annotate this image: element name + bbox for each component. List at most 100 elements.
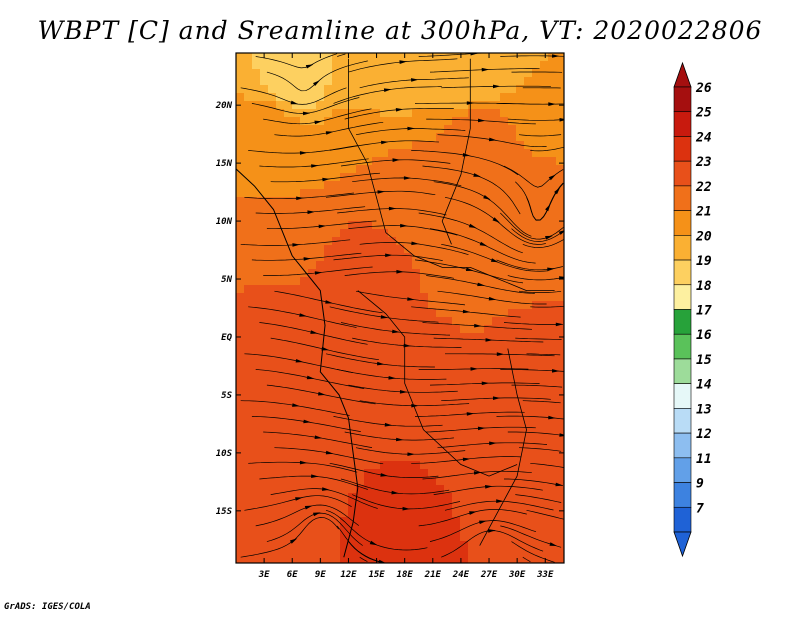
field-cell — [436, 237, 445, 246]
field-cell — [244, 277, 253, 286]
field-cell — [316, 373, 325, 382]
field-cell — [444, 109, 453, 118]
field-cell — [540, 493, 549, 502]
field-cell — [268, 125, 277, 134]
field-cell — [268, 277, 277, 286]
field-cell — [316, 469, 325, 478]
field-cell — [460, 549, 469, 558]
field-cell — [284, 501, 293, 510]
field-cell — [268, 477, 277, 486]
field-cell — [476, 125, 485, 134]
field-cell — [236, 525, 245, 534]
field-cell — [372, 181, 381, 190]
field-cell — [428, 261, 437, 270]
field-cell — [356, 509, 365, 518]
field-cell — [524, 557, 533, 563]
streamline-arrow — [392, 158, 401, 162]
field-cell — [244, 221, 253, 230]
field-cell — [316, 85, 325, 94]
field-cell — [460, 341, 469, 350]
field-cell — [484, 173, 493, 182]
field-cell — [284, 317, 293, 326]
field-cell — [500, 261, 509, 270]
field-cell — [292, 301, 301, 310]
field-cell — [500, 469, 509, 478]
field-cell — [476, 405, 485, 414]
field-cell — [316, 445, 325, 454]
field-cell — [460, 493, 469, 502]
y-tick-label: 10N — [216, 217, 233, 227]
field-cell — [356, 269, 365, 278]
field-cell — [452, 549, 461, 558]
field-cell — [276, 501, 285, 510]
field-cell — [292, 133, 301, 142]
field-cell — [524, 109, 533, 118]
field-cell — [492, 341, 501, 350]
y-tick-label: 5N — [221, 275, 232, 285]
field-cell — [436, 117, 445, 126]
field-cell — [436, 477, 445, 486]
streamline-arrow — [548, 102, 556, 106]
field-cell — [396, 413, 405, 422]
field-cell — [372, 213, 381, 222]
field-cell — [436, 413, 445, 422]
field-cell — [372, 149, 381, 158]
colorbar-label: 20 — [695, 229, 712, 244]
field-cell — [444, 429, 453, 438]
field-cell — [524, 69, 533, 78]
field-cell — [252, 325, 261, 334]
colorbar-swatch — [673, 408, 692, 434]
field-cell — [316, 317, 325, 326]
field-cell — [372, 341, 381, 350]
field-cell — [524, 157, 533, 166]
field-cell — [244, 477, 253, 486]
field-cell — [508, 309, 517, 318]
field-cell — [332, 197, 341, 206]
field-cell — [508, 285, 517, 294]
field-cell — [308, 77, 317, 86]
streamline — [518, 290, 562, 293]
field-cell — [460, 85, 469, 94]
field-cell — [308, 557, 317, 563]
field-cell — [460, 533, 469, 542]
field-cell — [356, 293, 365, 302]
field-cell — [284, 285, 293, 294]
field-cell — [436, 53, 445, 62]
field-cell — [340, 213, 349, 222]
field-cell — [500, 221, 509, 230]
field-cell — [292, 317, 301, 326]
field-cell — [292, 237, 301, 246]
field-cell — [476, 485, 485, 494]
streamline-arrow — [321, 346, 330, 351]
field-cell — [396, 261, 405, 270]
field-cell — [468, 557, 477, 563]
field-cell — [548, 61, 557, 70]
field-cell — [540, 61, 549, 70]
field-cell — [484, 53, 493, 62]
field-cell — [476, 101, 485, 110]
field-cell — [380, 557, 389, 563]
streamline-arrow — [305, 64, 314, 69]
field-cell — [436, 261, 445, 270]
colorbar-swatch — [673, 86, 692, 113]
field-cell — [356, 317, 365, 326]
field-cell — [508, 461, 517, 470]
field-cell — [452, 317, 461, 326]
field-cell — [524, 141, 533, 150]
field-cell — [372, 237, 381, 246]
field-cell — [260, 533, 269, 542]
field-cell — [468, 341, 477, 350]
field-cell — [284, 213, 293, 222]
streamline — [518, 134, 562, 137]
field-cell — [380, 117, 389, 126]
field-cell — [396, 421, 405, 430]
field-cell — [492, 245, 501, 254]
field-cell — [476, 277, 485, 286]
field-cell — [452, 461, 461, 470]
field-cell — [404, 557, 413, 563]
field-cell — [524, 517, 533, 526]
field-cell — [484, 141, 493, 150]
field-cell — [540, 93, 549, 102]
field-cell — [468, 373, 477, 382]
field-cell — [524, 461, 533, 470]
